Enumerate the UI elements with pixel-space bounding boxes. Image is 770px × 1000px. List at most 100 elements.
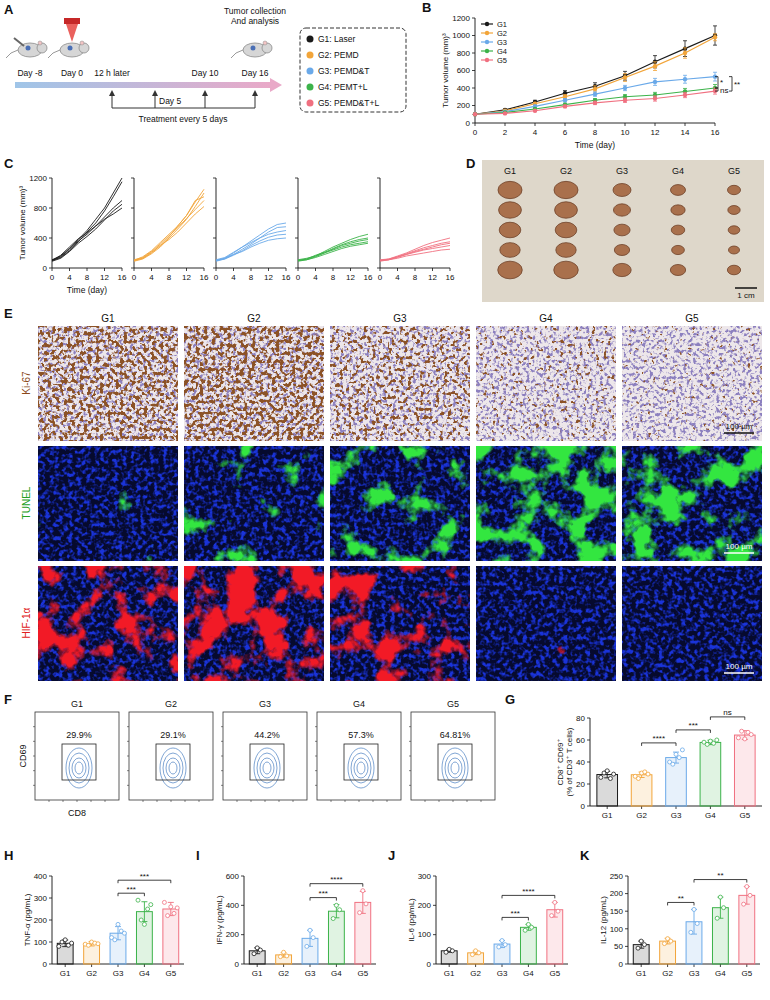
x-tick xyxy=(397,268,398,271)
data-point xyxy=(748,893,752,897)
x-tick-label: 8 xyxy=(413,273,418,282)
bar xyxy=(739,895,755,964)
x-tick xyxy=(685,123,686,126)
y-tick xyxy=(625,911,628,912)
error-bar xyxy=(653,62,657,71)
data-point xyxy=(364,902,368,906)
legend-marker xyxy=(485,22,489,26)
y-tick xyxy=(213,208,216,209)
group-label: G5 xyxy=(685,313,699,324)
axis-title: IL-12 (pg/mL) xyxy=(599,896,608,944)
y-tick xyxy=(587,784,590,785)
tspan: (% of CD3⁺ T cells) xyxy=(565,727,574,796)
tumor xyxy=(672,245,685,254)
x-tick xyxy=(450,268,451,271)
panel-letter: I xyxy=(196,848,200,863)
x-tick-label: G4 xyxy=(139,969,150,978)
y-tick-label: 100 xyxy=(610,925,624,934)
tissue-background xyxy=(38,566,178,681)
path xyxy=(6,50,18,58)
x-tick xyxy=(467,800,468,802)
data-point xyxy=(63,938,67,942)
contour xyxy=(169,762,177,774)
x-tick xyxy=(49,800,50,802)
line-chart: 040080012000481216Time (day) xyxy=(29,174,127,295)
group-label: G1 xyxy=(101,313,115,324)
legend-label: G2 xyxy=(497,29,507,38)
y-tick xyxy=(49,898,52,899)
significance-label: *** xyxy=(127,885,136,894)
bar-chart: 0100200300G1G2G3G4G5******* xyxy=(418,872,568,978)
data-point xyxy=(282,950,286,954)
x-tick-label: 8 xyxy=(167,273,172,282)
y-tick xyxy=(409,741,411,742)
data-point xyxy=(680,748,684,752)
panel-letter: C xyxy=(4,156,14,171)
panel-letter: F xyxy=(4,692,12,707)
legend-marker xyxy=(485,49,489,53)
contour xyxy=(351,753,371,783)
plot-area xyxy=(441,900,562,964)
circle xyxy=(80,41,84,45)
legend-box xyxy=(300,28,406,112)
micrograph xyxy=(330,326,470,441)
tspan: CD8⁺ CD69⁺ xyxy=(556,738,565,785)
x-tick-label: 4 xyxy=(149,273,154,282)
data-point xyxy=(599,775,603,779)
data-point xyxy=(692,907,696,911)
micrograph xyxy=(330,446,470,561)
tumor xyxy=(500,243,520,258)
scale-bar xyxy=(724,672,754,674)
y-tick xyxy=(295,178,298,179)
x-tick-label: G2 xyxy=(278,969,289,978)
data-point xyxy=(695,922,699,926)
circle xyxy=(26,46,31,51)
y-tick-label: 400 xyxy=(34,872,48,881)
tissue-background xyxy=(622,326,762,441)
point xyxy=(563,104,567,108)
y-tick xyxy=(472,70,475,71)
group-label: G1 xyxy=(71,699,83,709)
x-tick xyxy=(251,268,252,271)
stain-layer xyxy=(622,446,762,561)
data-point xyxy=(740,729,744,733)
series-line xyxy=(52,182,122,261)
bar xyxy=(441,951,457,964)
x-tick xyxy=(565,123,566,126)
flow-plot xyxy=(35,712,119,800)
series-line xyxy=(134,189,204,260)
x-tick-label: 8 xyxy=(593,128,598,137)
y-tick xyxy=(213,268,216,269)
y-tick xyxy=(472,88,475,89)
series-line xyxy=(298,243,368,260)
point xyxy=(473,112,477,116)
micrograph xyxy=(476,446,616,561)
point xyxy=(623,98,627,102)
significance-label: **** xyxy=(653,734,665,743)
x-tick xyxy=(505,123,506,126)
x-tick-label: G5 xyxy=(741,969,752,978)
x-tick-label: 0 xyxy=(214,273,219,282)
tissue-background xyxy=(476,566,616,681)
y-tick-label: 100 xyxy=(34,938,48,947)
x-tick-label: G4 xyxy=(331,969,342,978)
gate xyxy=(250,744,284,780)
y-tick-label: 200 xyxy=(226,930,240,939)
plot-area xyxy=(216,223,286,261)
stain-layer xyxy=(38,566,178,681)
series-line xyxy=(134,207,204,261)
y-axis xyxy=(52,178,53,268)
y-tick xyxy=(33,741,35,742)
tumor xyxy=(728,206,740,215)
bar xyxy=(520,927,536,964)
x-tick-label: 12 xyxy=(346,273,355,282)
data-point xyxy=(258,948,262,952)
x-tick-label: 16 xyxy=(118,273,127,282)
x-tick xyxy=(279,800,280,802)
x-tick-label: 8 xyxy=(249,273,254,282)
legend-marker xyxy=(485,58,489,62)
legend-label: G4 xyxy=(497,47,507,56)
legend-swatch xyxy=(307,36,314,43)
error-bar xyxy=(593,101,597,105)
contour xyxy=(357,762,365,774)
